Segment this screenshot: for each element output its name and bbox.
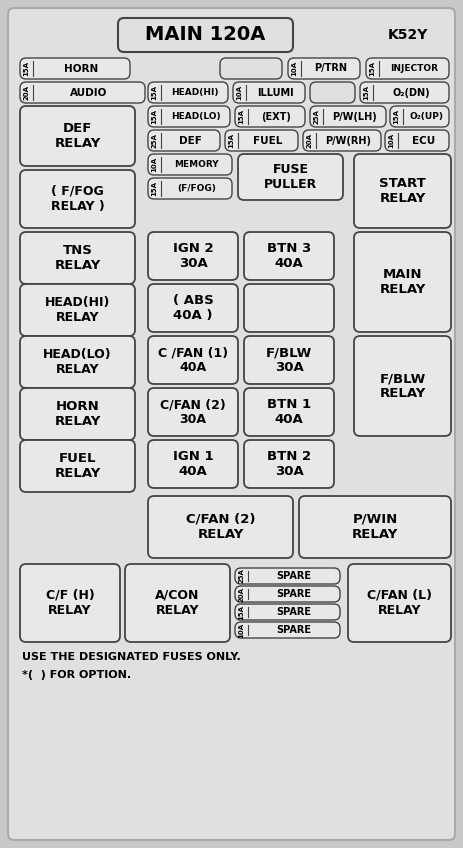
Text: ( ABS
40A ): ( ABS 40A ) [173,294,213,322]
Text: ECU: ECU [412,136,435,146]
FancyBboxPatch shape [354,336,451,436]
Text: DEF
RELAY: DEF RELAY [54,122,100,150]
FancyBboxPatch shape [20,58,130,79]
FancyBboxPatch shape [354,154,451,228]
Text: FUSE
PULLER: FUSE PULLER [264,163,317,191]
Text: P/W(LH): P/W(LH) [332,111,377,121]
FancyBboxPatch shape [310,82,355,103]
Text: HEAD(LO)
RELAY: HEAD(LO) RELAY [43,348,112,376]
Text: HEAD(HI)
RELAY: HEAD(HI) RELAY [45,296,110,324]
FancyBboxPatch shape [244,336,334,384]
FancyBboxPatch shape [225,130,298,151]
FancyBboxPatch shape [348,564,451,642]
Text: 10A: 10A [238,622,244,638]
FancyBboxPatch shape [148,440,238,488]
Text: C/FAN (2)
RELAY: C/FAN (2) RELAY [186,513,255,541]
FancyBboxPatch shape [148,388,238,436]
Text: (EXT): (EXT) [262,111,291,121]
Text: 10A: 10A [237,85,243,100]
Text: 25A: 25A [151,133,157,148]
FancyBboxPatch shape [148,130,220,151]
Text: 20A: 20A [307,133,313,148]
Text: SPARE: SPARE [276,571,312,581]
Text: 15A: 15A [24,61,30,76]
Text: SPARE: SPARE [276,607,312,617]
Text: P/TRN: P/TRN [314,64,347,74]
FancyBboxPatch shape [390,106,449,127]
Text: 15A: 15A [369,61,375,76]
Text: BTN 3
40A: BTN 3 40A [267,242,311,270]
FancyBboxPatch shape [366,58,449,79]
Text: 25A: 25A [238,568,244,583]
Text: ( F/FOG
RELAY ): ( F/FOG RELAY ) [50,185,104,213]
FancyBboxPatch shape [235,604,340,620]
Text: HORN: HORN [64,64,99,74]
Text: ILLUMI: ILLUMI [257,87,294,98]
FancyBboxPatch shape [148,154,232,175]
Text: DEF: DEF [179,136,202,146]
FancyBboxPatch shape [118,18,293,52]
FancyBboxPatch shape [20,336,135,388]
FancyBboxPatch shape [235,622,340,638]
FancyBboxPatch shape [20,106,135,166]
Text: MAIN
RELAY: MAIN RELAY [379,268,425,296]
Text: TNS
RELAY: TNS RELAY [54,244,100,272]
FancyBboxPatch shape [354,232,451,332]
Text: K52Y: K52Y [388,28,428,42]
Text: 25A: 25A [313,109,319,124]
Text: 20A: 20A [238,587,244,601]
Text: FUEL
RELAY: FUEL RELAY [54,452,100,480]
FancyBboxPatch shape [244,440,334,488]
FancyBboxPatch shape [244,232,334,280]
Text: 15A: 15A [238,605,244,620]
Text: 15A: 15A [238,109,244,124]
Text: 10A: 10A [388,133,394,148]
Text: MEMORY: MEMORY [174,160,219,169]
Text: START
RELAY: START RELAY [379,177,426,205]
FancyBboxPatch shape [148,232,238,280]
Text: C /FAN (1)
40A: C /FAN (1) 40A [158,346,228,374]
FancyBboxPatch shape [235,106,305,127]
Text: BTN 1
40A: BTN 1 40A [267,398,311,426]
FancyBboxPatch shape [244,388,334,436]
FancyBboxPatch shape [20,388,135,440]
Text: O₂(UP): O₂(UP) [409,112,443,121]
Text: USE THE DESIGNATED FUSES ONLY.: USE THE DESIGNATED FUSES ONLY. [22,652,241,662]
FancyBboxPatch shape [148,496,293,558]
Text: 15A: 15A [229,133,234,148]
FancyBboxPatch shape [148,284,238,332]
FancyBboxPatch shape [288,58,360,79]
Text: F/BLW
RELAY: F/BLW RELAY [379,372,425,400]
FancyBboxPatch shape [244,284,334,332]
FancyBboxPatch shape [20,232,135,284]
FancyBboxPatch shape [20,82,145,103]
FancyBboxPatch shape [8,8,455,840]
FancyBboxPatch shape [235,568,340,584]
FancyBboxPatch shape [20,170,135,228]
FancyBboxPatch shape [148,82,228,103]
Text: SPARE: SPARE [276,625,312,635]
Text: F/BLW
30A: F/BLW 30A [266,346,312,374]
Text: (F/FOG): (F/FOG) [177,184,216,193]
Text: 15A: 15A [363,85,369,100]
Text: IGN 2
30A: IGN 2 30A [173,242,213,270]
FancyBboxPatch shape [20,564,120,642]
Text: HEAD(LO): HEAD(LO) [171,112,220,121]
Text: FUEL: FUEL [253,136,283,146]
Text: P/WIN
RELAY: P/WIN RELAY [352,513,398,541]
Text: 10A: 10A [151,157,157,172]
Text: 15A: 15A [151,109,157,124]
Text: C/FAN (L)
RELAY: C/FAN (L) RELAY [367,589,432,617]
Text: 15A: 15A [394,109,400,124]
Text: *(  ) FOR OPTION.: *( ) FOR OPTION. [22,670,131,680]
Text: 10A: 10A [292,61,298,76]
Text: HORN
RELAY: HORN RELAY [54,400,100,428]
FancyBboxPatch shape [20,284,135,336]
Text: HEAD(HI): HEAD(HI) [171,88,218,97]
Text: INJECTOR: INJECTOR [390,64,438,73]
FancyBboxPatch shape [125,564,230,642]
FancyBboxPatch shape [220,58,282,79]
FancyBboxPatch shape [303,130,381,151]
Text: P/W(RH): P/W(RH) [325,136,371,146]
